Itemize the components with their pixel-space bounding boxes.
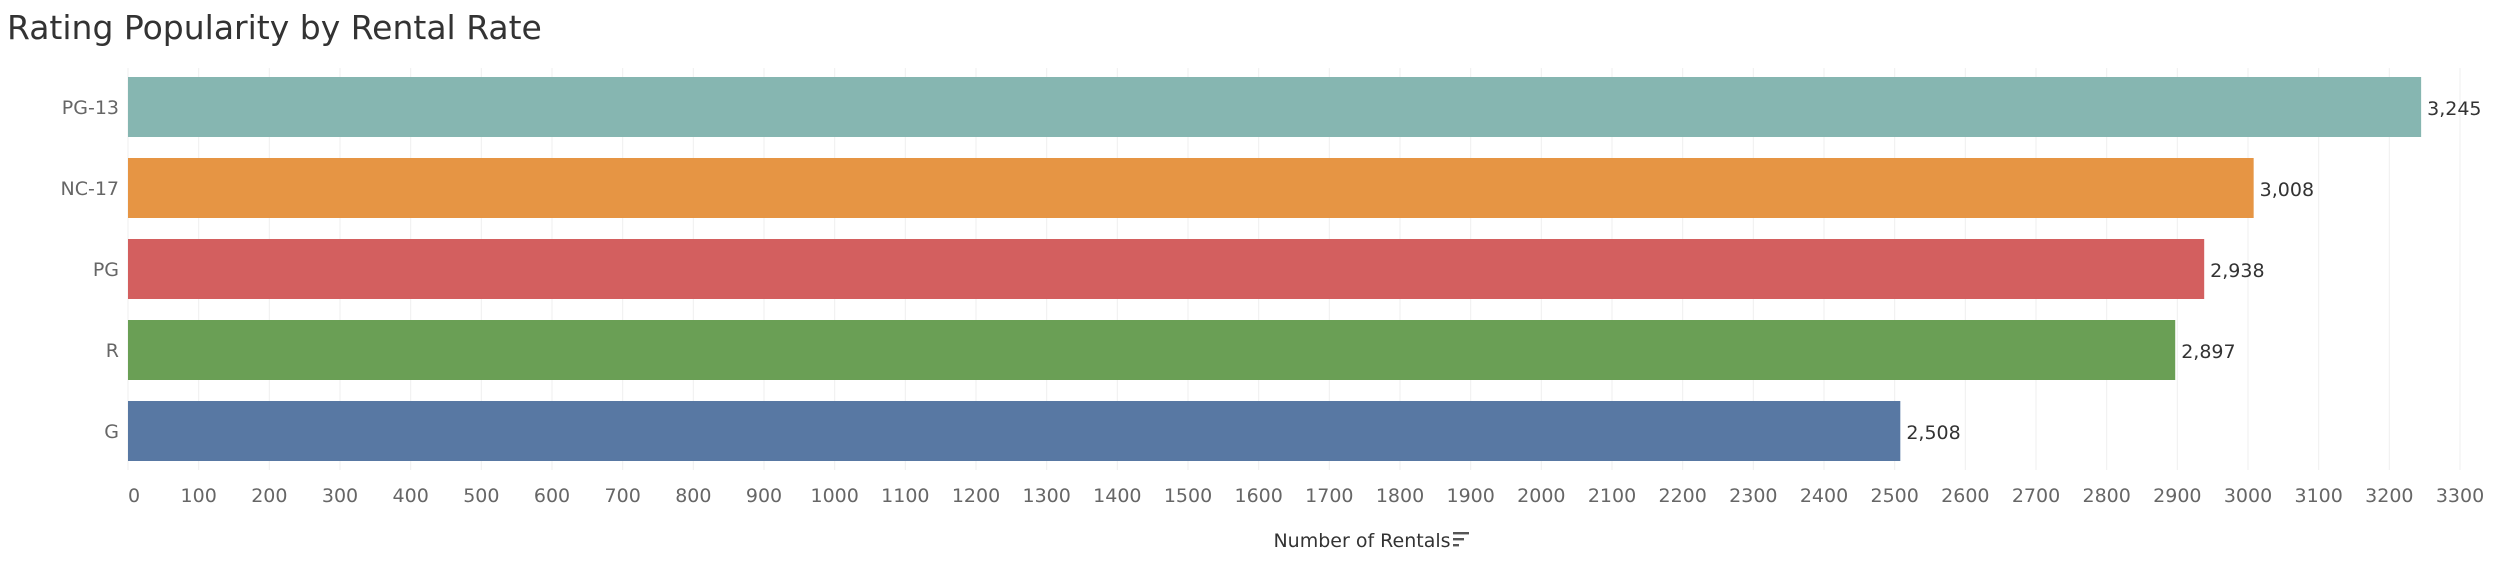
x-tick-label: 600 [534,485,570,507]
x-tick-label: 2500 [1870,485,1918,507]
x-tick-label: 200 [251,485,287,507]
x-tick-label: 1000 [810,485,858,507]
x-tick-label: 3000 [2224,485,2272,507]
data-labels: 3,245 3,008 2,938 2,897 2,508 [1906,98,2481,444]
x-tick-label: 2000 [1517,485,1565,507]
x-tick-label: 2400 [1800,485,1848,507]
x-tick-label: 1400 [1093,485,1141,507]
x-tick-label: 1300 [1022,485,1070,507]
bar[interactable] [128,158,2254,218]
x-tick-label: 1900 [1446,485,1494,507]
category-axis: PG-13 NC-17 PG R G [60,97,119,443]
x-tick-label: 3100 [2294,485,2342,507]
category-label: G [104,421,119,443]
bar[interactable] [128,401,1901,461]
x-tick-label: 100 [181,485,217,507]
x-tick-label: 1600 [1234,485,1282,507]
x-tick-label: 2200 [1658,485,1706,507]
x-tick-label: 2800 [2082,485,2130,507]
sort-descending-icon[interactable] [1453,532,1469,547]
category-label: NC-17 [60,178,119,200]
x-tick-label: 0 [128,485,140,507]
bars [128,77,2422,461]
bar[interactable] [128,77,2422,137]
x-tick-label: 2600 [1941,485,1989,507]
data-label: 3,245 [2427,98,2481,120]
category-label: R [106,340,119,362]
x-tick-label: 2100 [1588,485,1636,507]
x-tick-label: 800 [675,485,711,507]
x-axis-title: Number of Rentals [1273,530,1450,552]
bar[interactable] [128,320,2176,380]
chart-title: Rating Popularity by Rental Rate [7,8,542,47]
x-tick-label: 3200 [2365,485,2413,507]
x-tick-label: 1800 [1376,485,1424,507]
x-tick-label: 700 [605,485,641,507]
x-tick-label: 900 [746,485,782,507]
data-label: 2,508 [1906,422,1960,444]
x-tick-label: 1200 [952,485,1000,507]
x-tick-label: 3300 [2436,485,2484,507]
x-tick-label: 1700 [1305,485,1353,507]
x-tick-label: 2300 [1729,485,1777,507]
data-label: 2,938 [2210,260,2264,282]
x-tick-label: 1100 [881,485,929,507]
x-axis: 0 100 200 300 400 500 600 700 800 900 1000 1100 1200… [128,485,2484,507]
category-label: PG [93,259,119,281]
category-label: PG-13 [62,97,119,119]
x-tick-label: 1500 [1164,485,1212,507]
bar[interactable] [128,239,2205,299]
data-label: 2,897 [2181,341,2235,363]
x-tick-label: 300 [322,485,358,507]
x-tick-label: 2900 [2153,485,2201,507]
data-label: 3,008 [2260,179,2314,201]
x-tick-label: 500 [463,485,499,507]
x-tick-label: 400 [393,485,429,507]
x-tick-label: 2700 [2012,485,2060,507]
